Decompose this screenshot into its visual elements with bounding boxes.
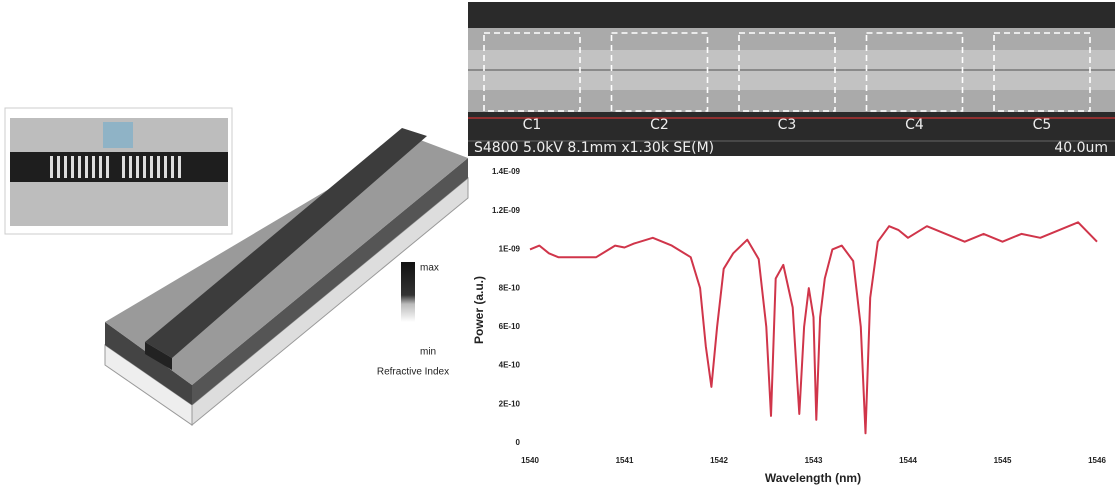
y-tick-label: 2E-10 <box>499 399 521 408</box>
colorbar-max: max <box>420 263 439 274</box>
spectrum-line <box>530 222 1097 433</box>
sem-image: S4800 5.0kV 8.1mm x1.30k SE(M) 40.0um C1… <box>468 2 1115 156</box>
x-tick-label: 1540 <box>521 456 539 465</box>
section-label: C4 <box>905 117 924 133</box>
y-tick-label: 1.2E-09 <box>492 206 521 215</box>
x-tick-label: 1545 <box>994 456 1012 465</box>
colorbar-min: min <box>420 347 436 358</box>
y-axis-title: Power (a.u.) <box>472 276 486 344</box>
section-label: C5 <box>1033 117 1052 133</box>
sem-scale: 40.0um <box>1054 140 1108 156</box>
section-label: C2 <box>650 117 669 133</box>
sem-info: S4800 5.0kV 8.1mm x1.30k SE(M) <box>474 140 714 156</box>
section-label: C3 <box>778 117 797 133</box>
y-tick-label: 6E-10 <box>499 322 521 331</box>
y-tick-label: 8E-10 <box>499 283 521 292</box>
section-label: C1 <box>523 117 542 133</box>
y-tick-label: 0 <box>516 438 521 447</box>
x-tick-label: 1546 <box>1088 456 1106 465</box>
inset-cross-section <box>5 108 232 234</box>
x-tick-label: 1543 <box>805 456 823 465</box>
y-tick-label: 4E-10 <box>499 361 521 370</box>
spectrum-chart: Wavelength (nm) Power (a.u.) 0 2E-10 4E-10… <box>472 167 1106 485</box>
figure: max min Refractive Index S4800 5.0kV 8.1… <box>0 0 1115 490</box>
y-tick-label: 1.4E-09 <box>492 167 521 176</box>
x-tick-label: 1544 <box>899 456 917 465</box>
y-tick-label: 1E-09 <box>499 245 521 254</box>
x-tick-label: 1542 <box>710 456 728 465</box>
x-axis-title: Wavelength (nm) <box>765 471 861 485</box>
x-tick-label: 1541 <box>616 456 634 465</box>
colorbar: max min Refractive Index <box>377 262 449 378</box>
colorbar-label: Refractive Index <box>377 367 449 378</box>
